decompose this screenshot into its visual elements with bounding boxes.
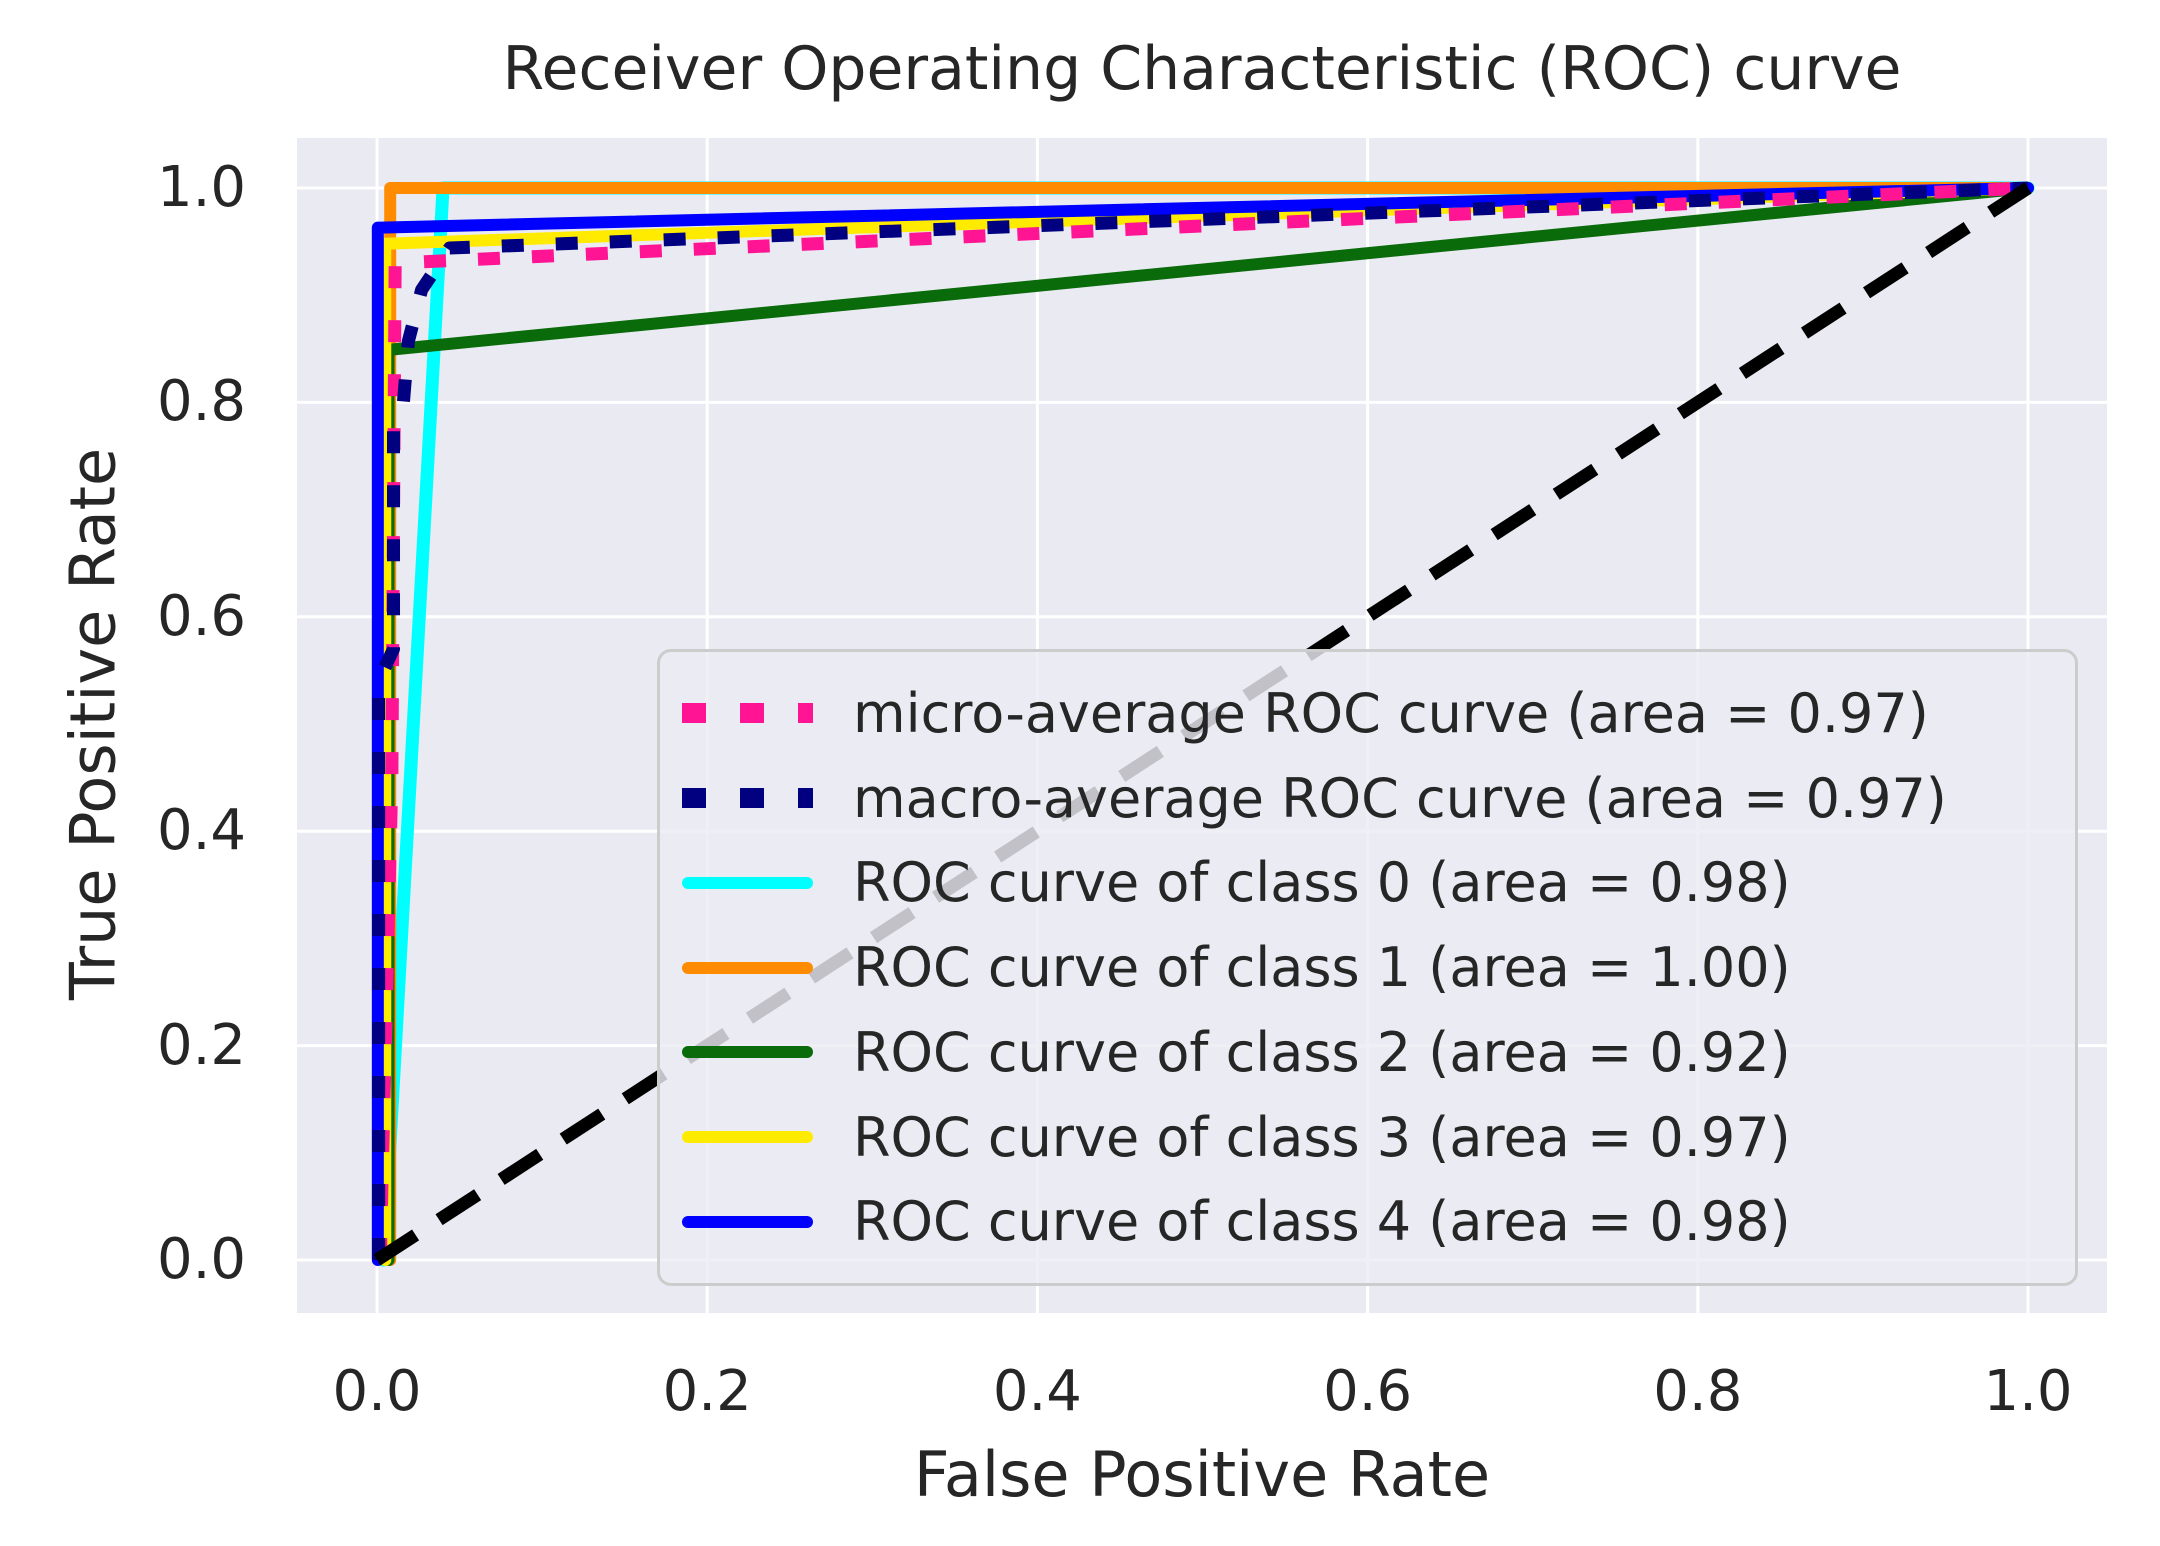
legend-swatch-4 [682,1046,813,1059]
legend-item-4: ROC curve of class 2 (area = 0.92) [682,1021,2065,1084]
legend-swatch-3 [682,961,813,974]
legend-item-1: macro-average ROC curve (area = 0.97) [682,767,2065,830]
x-tick-label: 0.8 [1653,1359,1743,1424]
legend-label-6: ROC curve of class 4 (area = 0.98) [853,1190,1791,1254]
legend-swatch-5 [682,1131,813,1143]
legend-swatch-0 [682,703,813,724]
y-axis-label: True Positive Rate [56,447,130,1001]
x-axis-label: False Positive Rate [913,1438,1491,1511]
legend-item-3: ROC curve of class 1 (area = 1.00) [682,936,2065,999]
legend-swatch-2 [682,876,813,889]
legend-item-6: ROC curve of class 4 (area = 0.98) [682,1190,2065,1253]
y-tick-label: 0.0 [156,1227,246,1292]
legend-label-3: ROC curve of class 1 (area = 1.00) [853,936,1791,999]
legend-item-5: ROC curve of class 3 (area = 0.97) [682,1106,2065,1169]
y-tick-label: 0.2 [156,1012,246,1078]
y-tick-label: 0.4 [156,798,246,864]
y-tick-label: 0.6 [156,583,246,649]
x-tick-label: 1.0 [1983,1359,2073,1424]
legend-label-2: ROC curve of class 0 (area = 0.98) [853,851,1791,915]
x-tick-label: 0.6 [1323,1359,1413,1424]
x-tick-label: 0.0 [332,1359,422,1424]
legend-label-0: micro-average ROC curve (area = 0.97) [853,681,1929,745]
y-tick-label: 0.8 [156,369,246,435]
legend-item-0: micro-average ROC curve (area = 0.97) [682,682,2065,745]
legend: micro-average ROC curve (area = 0.97) mac… [657,649,2078,1286]
x-tick-label: 0.4 [992,1359,1082,1424]
legend-swatch-1 [682,788,813,808]
legend-label-5: ROC curve of class 3 (area = 0.97) [853,1105,1791,1169]
chart-title: Receiver Operating Characteristic (ROC) … [502,34,1902,104]
y-tick-label: 1.0 [156,155,246,220]
legend-swatch-6 [682,1215,813,1228]
legend-label-1: macro-average ROC curve (area = 0.97) [853,766,1947,830]
x-tick-label: 0.2 [662,1359,752,1424]
legend-item-2: ROC curve of class 0 (area = 0.98) [682,851,2065,914]
legend-label-4: ROC curve of class 2 (area = 0.92) [853,1020,1791,1084]
